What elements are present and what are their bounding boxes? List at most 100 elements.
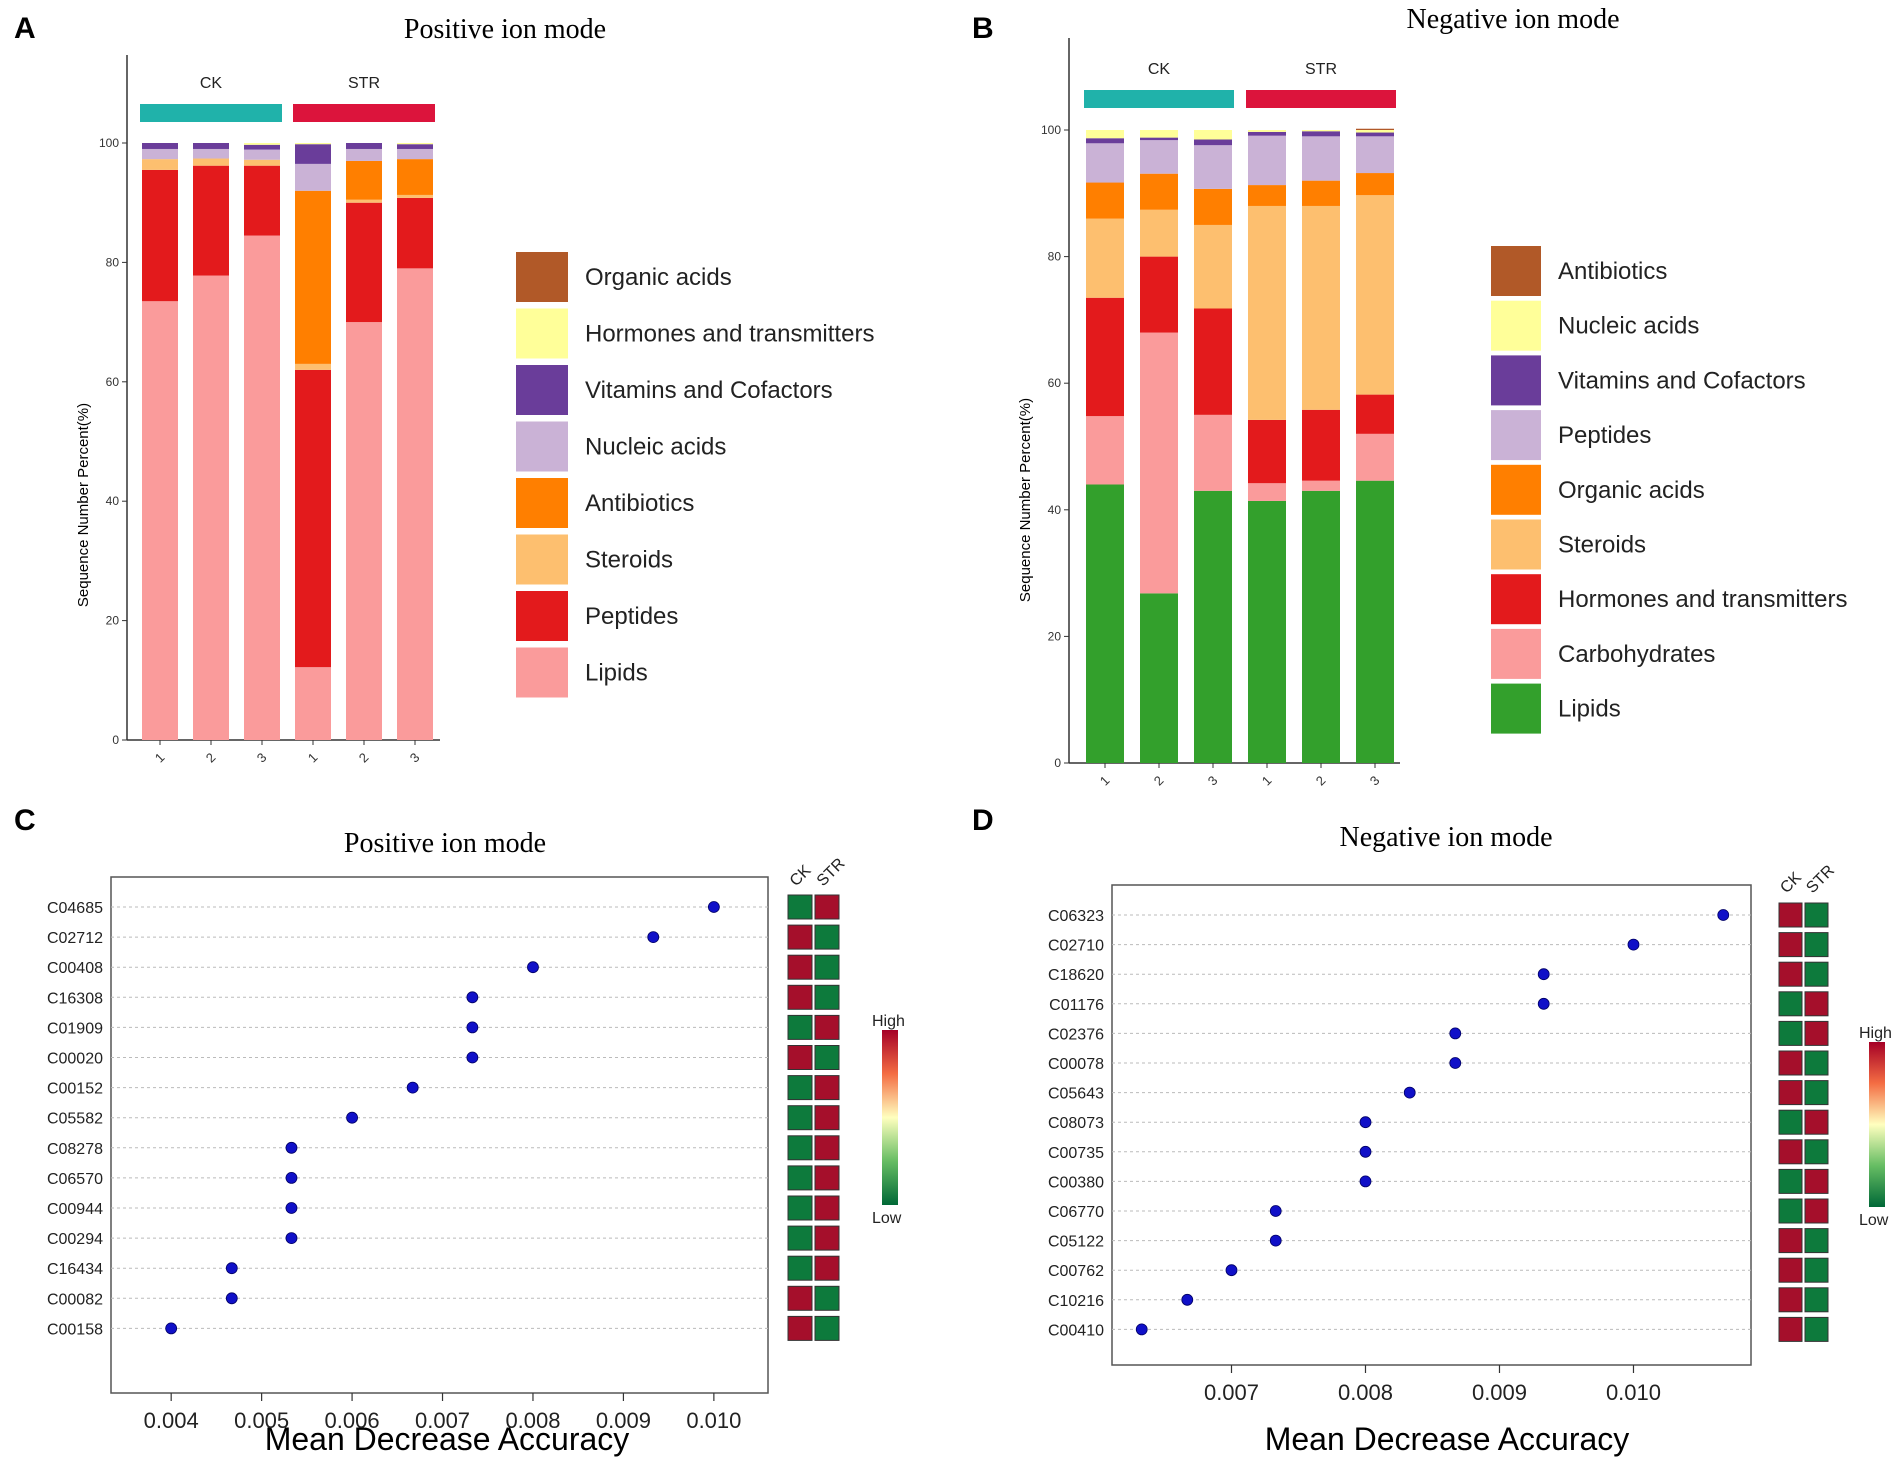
- panel-d-heatmap-cell: [1778, 961, 1803, 987]
- panel-b-bar-segment: [1248, 131, 1286, 136]
- panel-a-bar-segment: [295, 163, 331, 191]
- panel-c-point: [285, 1172, 298, 1184]
- panel-b-group-bar: [1246, 90, 1396, 108]
- panel-d-heatmap-cell: [1778, 1050, 1803, 1076]
- panel-d-heatmap-col-label: CK: [1777, 869, 1805, 897]
- panel-c-heatmap-cell: [787, 894, 813, 920]
- panel-c-heatmap-cell: [814, 1285, 840, 1311]
- panel-c-point: [527, 961, 539, 974]
- panel-d-row-label: C00380: [1048, 1174, 1104, 1191]
- panel-d-heatmap-cell: [1804, 932, 1829, 958]
- panel-b-ytick-label: 100: [1041, 123, 1061, 137]
- panel-b-bar-segment: [1302, 205, 1340, 410]
- panel-c-heatmap-cell: [814, 1105, 840, 1131]
- panel-a-legend-label: Peptides: [585, 603, 678, 630]
- panel-a-bar-segment: [142, 301, 178, 740]
- panel-d-heatmap-cell: [1804, 1109, 1829, 1135]
- panel-c-point: [466, 1021, 479, 1034]
- panel-d-heatmap-cell: [1778, 1020, 1803, 1046]
- panel-a-bar-segment: [397, 159, 433, 195]
- panel-b-legend-label: Organic acids: [1558, 477, 1705, 504]
- panel-c-point: [406, 1081, 419, 1094]
- panel-a-ytick-label: 100: [99, 136, 119, 150]
- panel-b-bar-segment: [1302, 136, 1340, 181]
- panel-a-legend-label: Hormones and transmitters: [585, 321, 874, 348]
- panel-d-row-label: C00410: [1048, 1322, 1104, 1339]
- panel-a-legend-swatch: [516, 478, 568, 528]
- panel-b-ytick-label: 40: [1048, 503, 1062, 517]
- panel-b-xtick-label: 3: [1205, 773, 1221, 789]
- panel-d-point: [1269, 1234, 1282, 1247]
- panel-c-row-label: C02712: [47, 930, 103, 947]
- panel-d-heatmap-cell: [1804, 1050, 1829, 1076]
- panel-d-row-label: C06323: [1048, 908, 1104, 925]
- panel-b-bar-segment: [1140, 332, 1178, 594]
- panel-a-bar-segment: [397, 268, 433, 740]
- panel-d-heatmap-cell: [1778, 1139, 1803, 1165]
- panel-d-heatmap-cell: [1778, 1316, 1803, 1342]
- panel-a-xtick-label: 1: [305, 750, 321, 766]
- panel-a-legend-label: Steroids: [585, 547, 673, 574]
- panel-b-bar-segment: [1302, 131, 1340, 137]
- panel-b-bar-segment: [1302, 409, 1340, 481]
- panel-b-bar-segment: [1086, 218, 1124, 298]
- panel-c-xtick-label: 0.008: [505, 1408, 560, 1433]
- panel-b-bar-segment: [1248, 483, 1286, 501]
- panel-b-bar-segment: [1356, 480, 1394, 763]
- panel-d-xtick-label: 0.007: [1204, 1380, 1259, 1405]
- panel-c-row-label: C00294: [47, 1231, 103, 1248]
- panel-d-row-label: C00762: [1048, 1263, 1104, 1280]
- panel-a-bar-segment: [346, 199, 382, 203]
- panel-b-bar-segment: [1140, 137, 1178, 141]
- panel-c-point: [346, 1111, 358, 1124]
- panel-a-legend-swatch: [516, 365, 568, 415]
- panel-d-point: [1717, 909, 1730, 921]
- panel-c-row-label: C08278: [47, 1141, 103, 1158]
- panel-b-legend-swatch: [1491, 355, 1541, 406]
- panel-c-heatmap-cell: [814, 1135, 840, 1161]
- panel-d-heatmap-cell: [1804, 961, 1829, 987]
- panel-c-row-label: C16434: [47, 1261, 103, 1278]
- panel-b-legend-swatch: [1491, 246, 1541, 296]
- panel-a-legend-swatch: [516, 534, 568, 585]
- panel-d-heatmap-cell: [1804, 1168, 1829, 1194]
- panel-d-heatmap-cell: [1804, 1198, 1829, 1224]
- panel-b-legend-label: Carbohydrates: [1558, 641, 1715, 668]
- panel-c-heatmap-cell: [787, 1014, 813, 1040]
- panel-c-heatmap-col-label: CK: [787, 862, 815, 890]
- panel-d-row-label: C02376: [1048, 1026, 1104, 1043]
- panel-a-bar-segment: [346, 322, 382, 740]
- panel-a-ytick-label: 80: [106, 255, 120, 269]
- panel-a-group-label: STR: [348, 75, 380, 92]
- panel-c-heatmap-cell: [787, 1075, 813, 1101]
- panel-c-point: [225, 1292, 238, 1305]
- panel-c-heatmap-cell: [787, 954, 813, 980]
- panel-c-xlabel: Mean Decrease Accuracy: [265, 1421, 630, 1457]
- panel-d-xtick-label: 0.010: [1606, 1380, 1661, 1405]
- panel-d-row-label: C02710: [1048, 938, 1104, 955]
- panel-a-xtick-label: 1: [152, 750, 168, 766]
- panel-b-title: Negative ion mode: [1406, 4, 1619, 35]
- panel-c-row-label: C05582: [47, 1111, 103, 1128]
- panel-b-bar-segment: [1194, 224, 1232, 309]
- panel-c-heatmap-cell: [787, 1165, 813, 1191]
- panel-a-xtick-label: 3: [254, 750, 270, 766]
- panel-a-legend-swatch: [516, 252, 568, 302]
- panel-d-point: [1225, 1264, 1238, 1277]
- panel-c-xtick-label: 0.010: [686, 1408, 741, 1433]
- panel-b-bar-segment: [1302, 130, 1340, 132]
- panel-b-xtick-label: 1: [1097, 773, 1113, 789]
- panel-c-heatmap-cell: [814, 1195, 840, 1221]
- panel-d-row-label: C18620: [1048, 967, 1104, 984]
- panel-c-heatmap-cell: [787, 1045, 813, 1070]
- panel-c-xtick-label: 0.004: [144, 1408, 199, 1433]
- panel-d-heatmap-cell: [1778, 1228, 1803, 1254]
- panel-b-xtick-label: 2: [1151, 773, 1167, 789]
- panel-letter-b: B: [972, 12, 994, 45]
- panel-c-row-label: C00082: [47, 1291, 103, 1308]
- panel-b-bar-segment: [1086, 416, 1124, 485]
- panel-b-bar-segment: [1194, 139, 1232, 146]
- panel-a-bar-segment: [346, 143, 382, 149]
